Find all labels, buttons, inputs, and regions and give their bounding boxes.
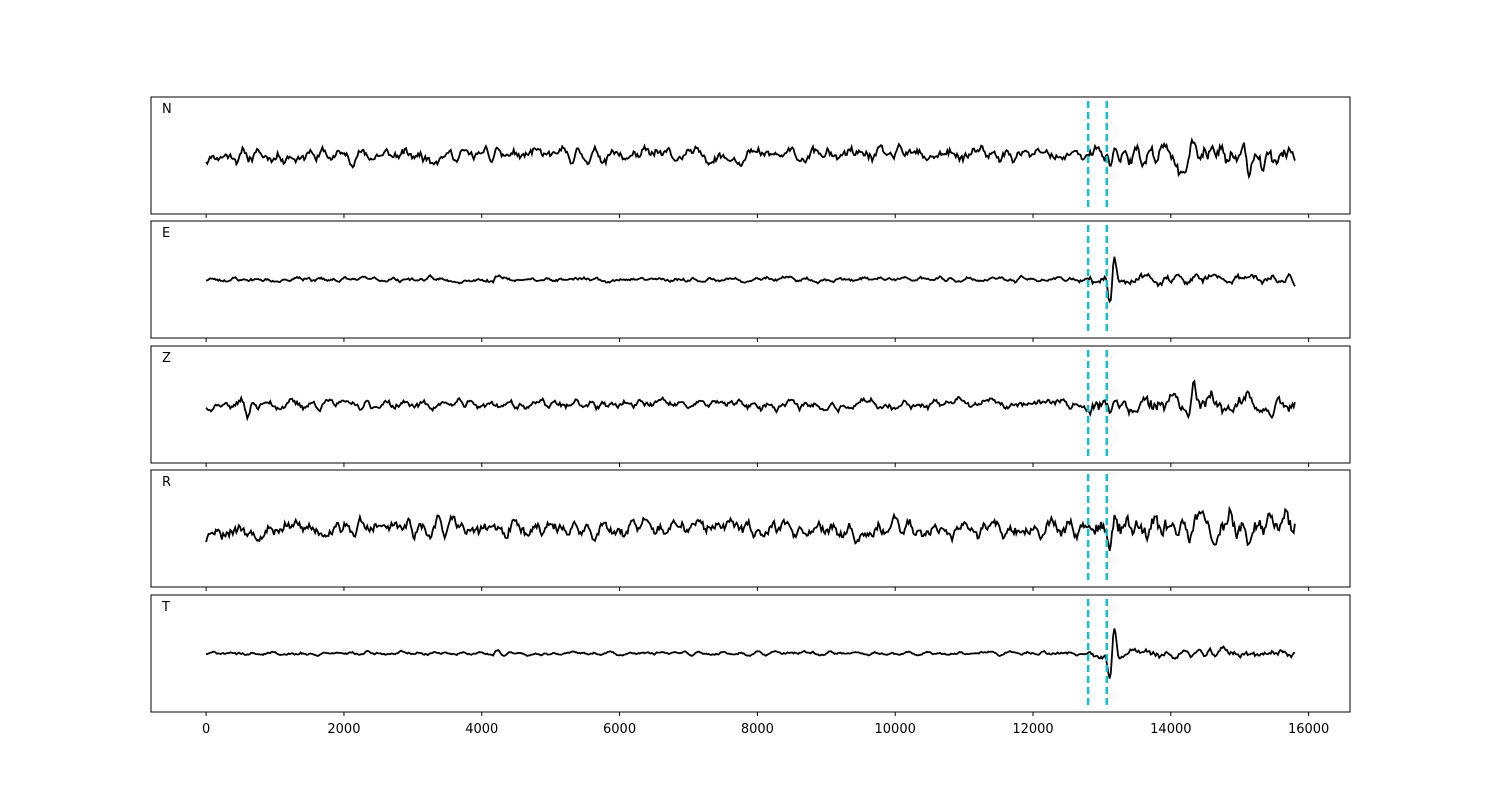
panel-frame [150,220,1351,339]
x-tick-label: 14000 [1150,722,1191,737]
panel-label-z: Z [162,351,171,366]
panel-label-n: N [162,102,172,117]
panel-frame [150,96,1351,215]
waveform-n [205,136,1296,180]
x-tick-label: 0 [202,722,210,737]
waveform-r [205,505,1296,551]
x-tick-label: 8000 [741,722,774,737]
panel-frame [150,345,1351,464]
panels: N E Z R T [150,96,1351,716]
panel-t: T [150,594,1351,716]
panel-frame [150,469,1351,588]
panel-z: Z [150,345,1351,467]
x-axis: 0 2000 4000 6000 8000 10000 12000 14000 16000 [202,722,1329,737]
panel-n: N [150,96,1351,218]
panel-label-r: R [162,475,171,490]
waveform-t [205,628,1296,679]
x-tick-label: 2000 [327,722,360,737]
panel-r: R [150,469,1351,591]
panel-label-t: T [161,600,170,615]
x-tick-label: 12000 [1012,722,1053,737]
x-tick-label: 4000 [465,722,498,737]
panel-frame [150,594,1351,713]
x-tick-label: 10000 [875,722,916,737]
waveform-z [205,379,1296,422]
panel-label-e: E [162,226,170,241]
x-tick-label: 16000 [1288,722,1329,737]
panel-e: E [150,220,1351,342]
x-tick-label: 6000 [603,722,636,737]
waveform-e [205,256,1296,304]
